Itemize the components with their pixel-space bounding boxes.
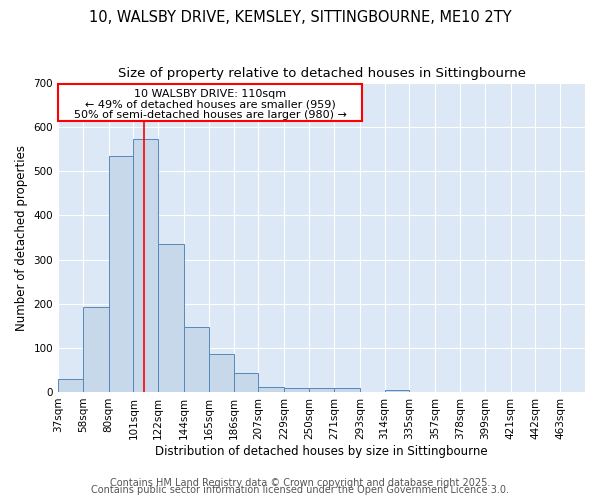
Bar bbox=[385, 390, 409, 392]
Bar bbox=[158, 244, 184, 392]
Bar bbox=[184, 327, 209, 392]
Y-axis label: Number of detached properties: Number of detached properties bbox=[15, 144, 28, 330]
Bar bbox=[259, 386, 284, 392]
Text: 10 WALSBY DRIVE: 110sqm: 10 WALSBY DRIVE: 110sqm bbox=[134, 89, 286, 99]
X-axis label: Distribution of detached houses by size in Sittingbourne: Distribution of detached houses by size … bbox=[155, 444, 488, 458]
Bar bbox=[284, 388, 309, 392]
Bar bbox=[133, 139, 158, 392]
Title: Size of property relative to detached houses in Sittingbourne: Size of property relative to detached ho… bbox=[118, 68, 526, 80]
Text: Contains HM Land Registry data © Crown copyright and database right 2025.: Contains HM Land Registry data © Crown c… bbox=[110, 478, 490, 488]
Bar bbox=[233, 374, 259, 392]
Text: Contains public sector information licensed under the Open Government Licence 3.: Contains public sector information licen… bbox=[91, 485, 509, 495]
Bar bbox=[58, 378, 83, 392]
Text: 50% of semi-detached houses are larger (980) →: 50% of semi-detached houses are larger (… bbox=[74, 110, 347, 120]
Bar bbox=[209, 354, 233, 392]
Bar bbox=[83, 307, 109, 392]
Bar bbox=[334, 388, 360, 392]
FancyBboxPatch shape bbox=[58, 84, 362, 120]
Text: ← 49% of detached houses are smaller (959): ← 49% of detached houses are smaller (95… bbox=[85, 99, 335, 109]
Text: 10, WALSBY DRIVE, KEMSLEY, SITTINGBOURNE, ME10 2TY: 10, WALSBY DRIVE, KEMSLEY, SITTINGBOURNE… bbox=[89, 10, 511, 25]
Bar bbox=[309, 388, 334, 392]
Bar bbox=[109, 156, 133, 392]
